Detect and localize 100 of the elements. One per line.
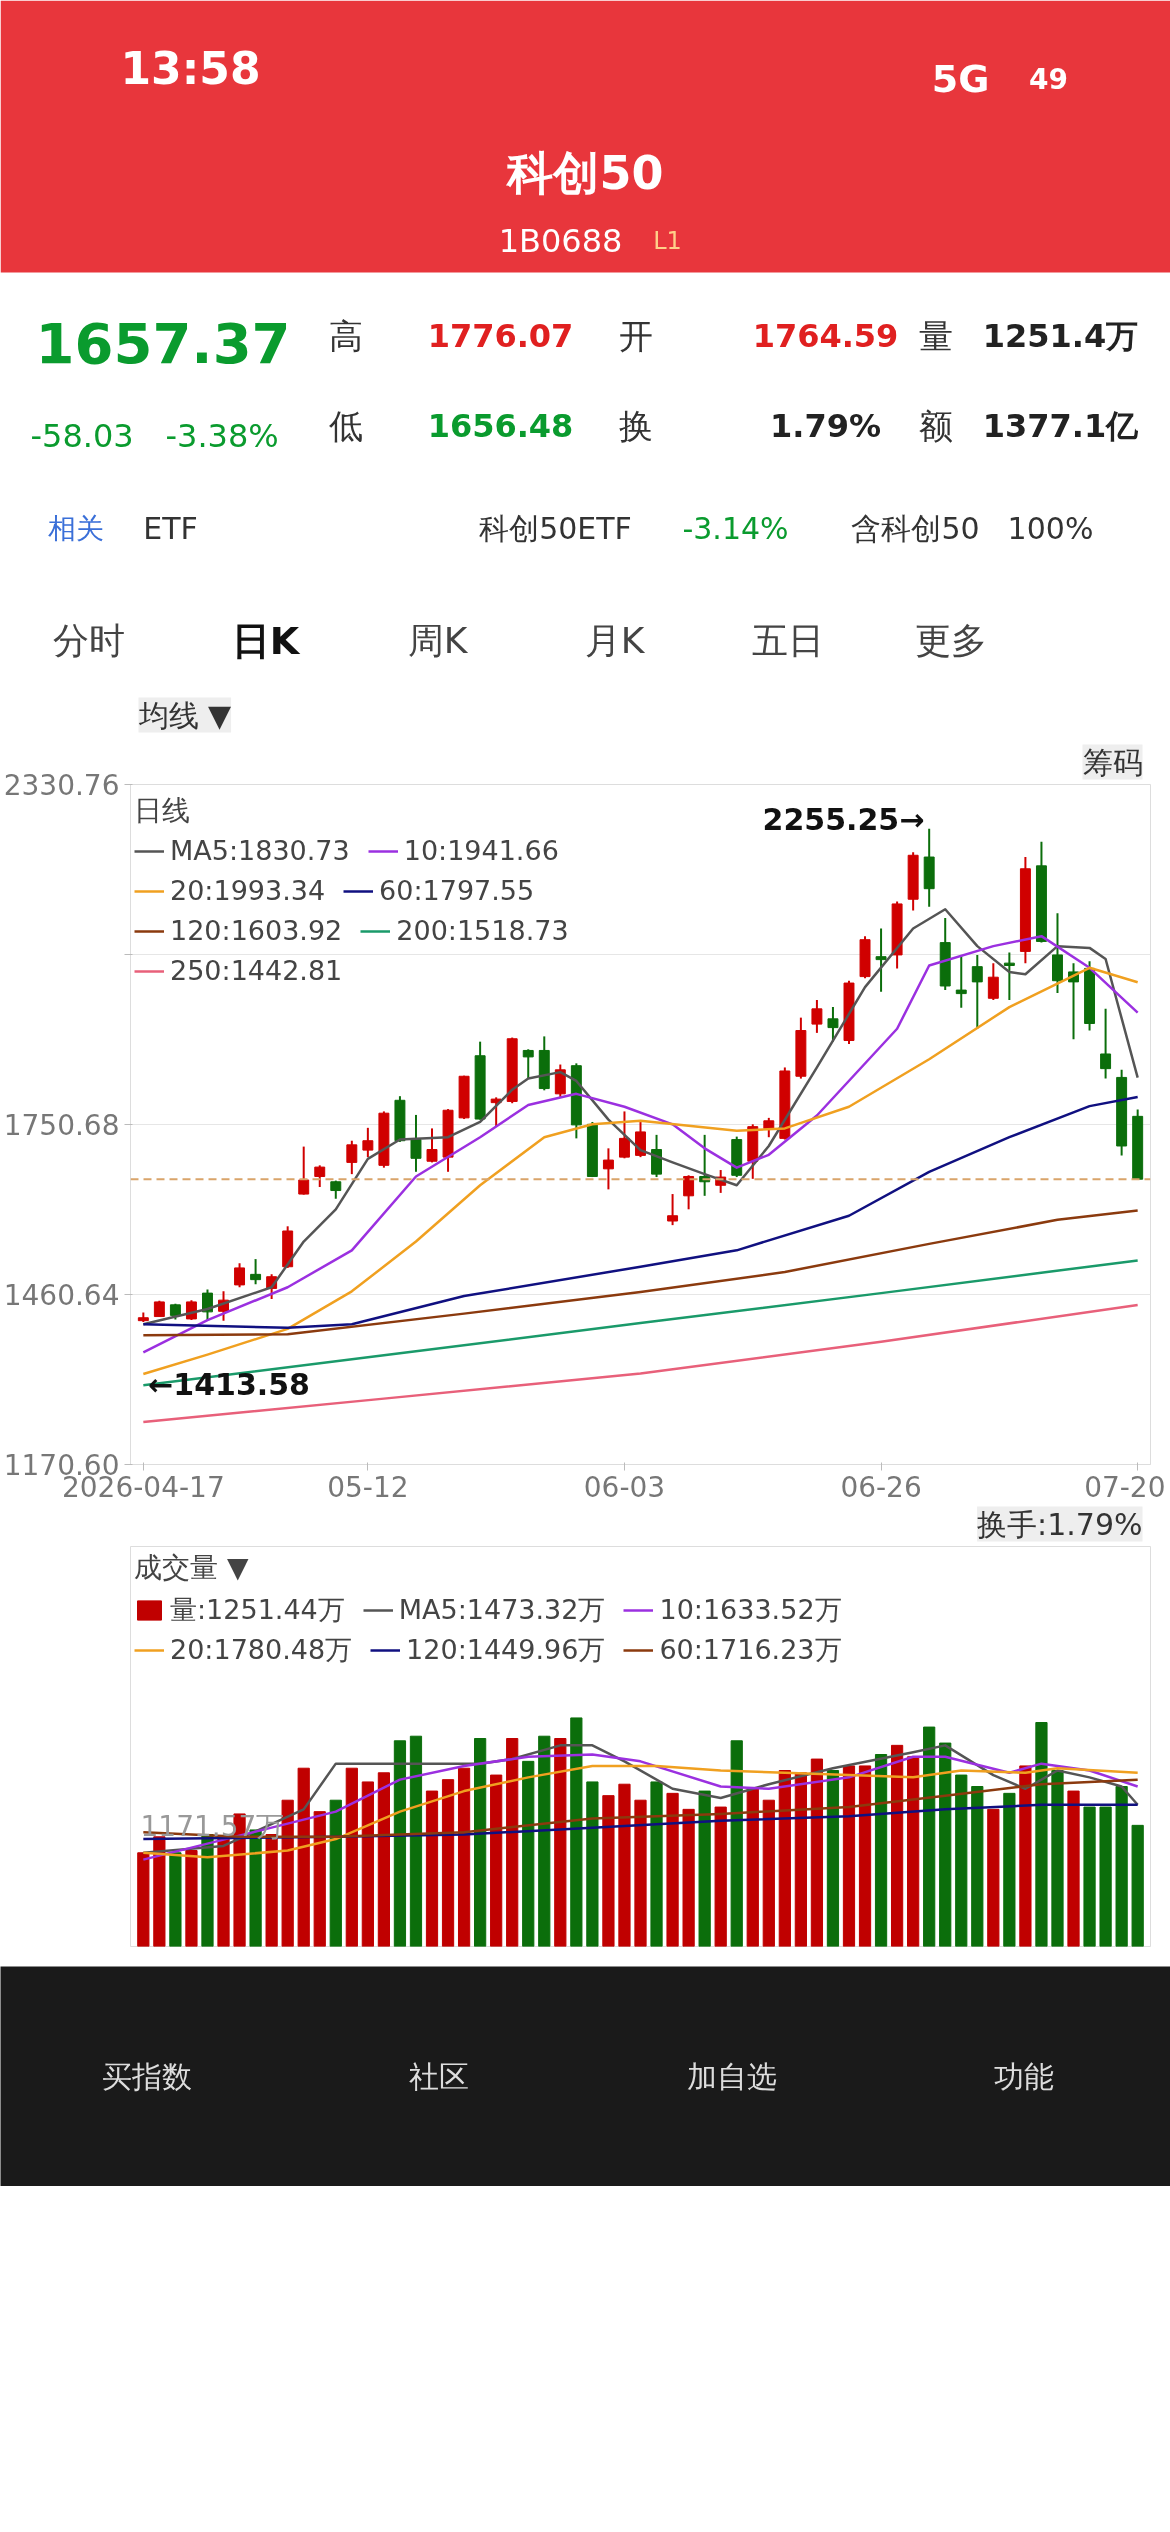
bar	[890, 1744, 904, 1947]
text: 100%	[1007, 511, 1094, 546]
y-tick-label: 1460.64	[3, 1279, 120, 1312]
bar	[297, 1767, 310, 1947]
bar	[1003, 1792, 1016, 1947]
x-tick-label: 07-20	[1084, 1470, 1166, 1504]
candlestick	[314, 1164, 326, 1189]
text: ETF	[143, 511, 198, 546]
text: 额	[918, 405, 953, 446]
y-tick-label: 2330.76	[3, 769, 120, 802]
text: 1251.4万	[982, 316, 1139, 355]
text: 量	[918, 315, 953, 356]
text: 换手:1.79%	[977, 1506, 1143, 1542]
bar	[698, 1790, 711, 1947]
bar	[169, 1852, 182, 1947]
text: 社区	[409, 2059, 470, 2094]
bar	[441, 1779, 455, 1947]
text: 科创50ETF	[479, 511, 632, 546]
candlestick	[426, 1127, 438, 1164]
candlestick	[667, 1193, 679, 1227]
text: 1776.07	[427, 317, 574, 355]
bar	[762, 1799, 775, 1947]
text: 功能	[994, 2059, 1055, 2094]
text: -3.14%	[682, 511, 789, 546]
text: 低	[328, 405, 363, 446]
bar	[730, 1740, 743, 1947]
bar	[409, 1735, 423, 1947]
candlestick	[250, 1258, 262, 1286]
candlestick	[875, 927, 887, 993]
bar	[618, 1783, 631, 1947]
bar	[955, 1774, 968, 1947]
candlestick	[683, 1174, 695, 1211]
bar	[185, 1850, 198, 1947]
candlestick	[1100, 1007, 1112, 1080]
text: 含科创50	[851, 511, 980, 546]
candlestick	[298, 1145, 310, 1196]
text: 开	[618, 315, 653, 356]
text: 买指数	[101, 2059, 192, 2094]
bar	[361, 1781, 374, 1947]
text: 五日	[751, 620, 824, 661]
bar	[682, 1808, 695, 1947]
bar	[634, 1799, 647, 1947]
bar	[153, 1836, 166, 1947]
text: 更多	[914, 620, 987, 661]
candlestick	[234, 1262, 246, 1289]
text: -58.03	[30, 417, 134, 455]
text: 筹码	[1082, 744, 1143, 780]
text: 高	[328, 315, 363, 356]
bar	[377, 1772, 391, 1947]
legend-label: 120:1449.96万	[406, 1633, 606, 1667]
bar	[666, 1792, 679, 1947]
bar	[650, 1781, 663, 1947]
line-series	[142, 1095, 1139, 1329]
legend-label: 10:1941.66	[403, 835, 559, 866]
bar	[1115, 1786, 1128, 1947]
y-tick-label: 1750.68	[3, 1109, 120, 1142]
candlestick	[763, 1116, 775, 1139]
bar	[457, 1767, 471, 1947]
text: 日K	[231, 618, 301, 663]
bar	[778, 1770, 791, 1947]
bar	[794, 1772, 807, 1947]
bar	[393, 1740, 407, 1947]
legend-title: 成交量 ▼	[134, 1550, 250, 1586]
candlestick	[490, 1096, 502, 1128]
legend-label: 10:1633.52万	[659, 1593, 842, 1627]
bar	[570, 1717, 583, 1947]
candlestick	[410, 1113, 422, 1173]
x-tick-label: 05-12	[327, 1470, 409, 1504]
bar	[137, 1852, 150, 1947]
x-tick-label: 06-26	[840, 1470, 922, 1504]
text: 换	[618, 405, 653, 446]
text: 加自选	[686, 2059, 777, 2094]
line-series	[142, 1209, 1139, 1337]
bar	[522, 1760, 535, 1947]
bar	[1035, 1722, 1048, 1947]
text: 13:58	[120, 43, 261, 94]
candlestick	[1003, 951, 1015, 1002]
bar	[313, 1811, 326, 1947]
bar	[1019, 1765, 1032, 1947]
text: -3.38%	[165, 416, 279, 455]
bar	[490, 1774, 503, 1947]
bar	[538, 1735, 551, 1947]
legend-label: 200:1518.73	[396, 915, 569, 946]
candlestick	[811, 999, 823, 1034]
legend-label: 250:1442.81	[170, 955, 343, 986]
bar	[345, 1767, 358, 1947]
bar	[842, 1765, 856, 1947]
candlestick	[362, 1126, 374, 1159]
annotation: ←1413.58	[148, 1367, 310, 1403]
text: 5G	[931, 56, 990, 101]
line-series	[142, 1303, 1139, 1424]
bar	[425, 1790, 439, 1947]
text: 1B0688	[498, 221, 623, 260]
legend-label: 60:1797.55	[379, 875, 535, 906]
text: 1764.59	[752, 317, 899, 355]
bar	[939, 1742, 952, 1947]
bar	[923, 1726, 936, 1947]
legend-title: 日线	[134, 793, 191, 829]
bar	[201, 1834, 214, 1947]
legend-label: MA5:1830.73	[170, 835, 350, 866]
